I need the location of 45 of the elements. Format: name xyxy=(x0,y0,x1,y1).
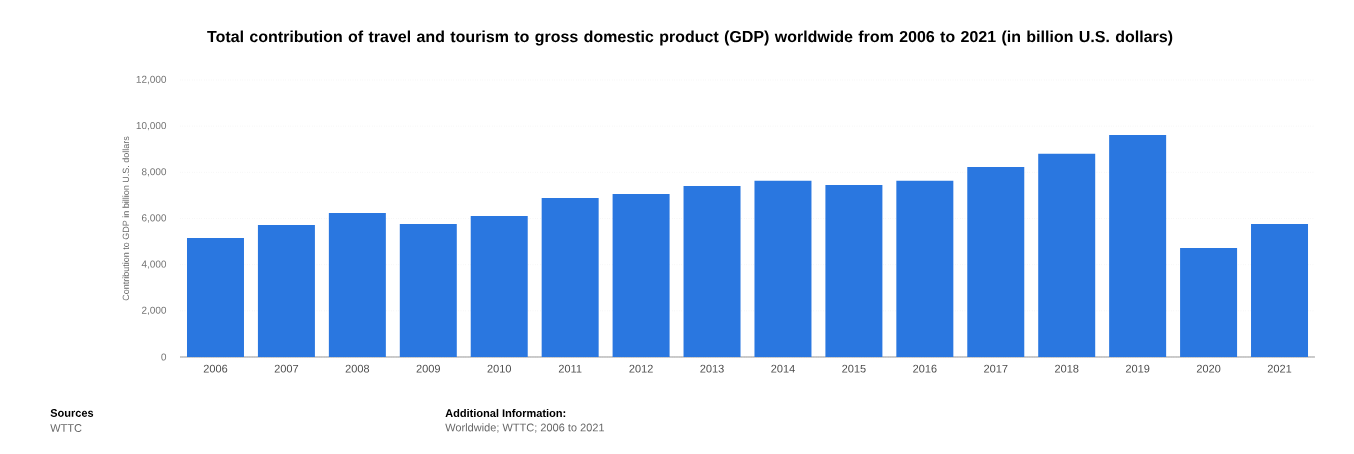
x-tick-label: 2018 xyxy=(1055,364,1079,373)
x-tick-label: 2016 xyxy=(913,364,937,373)
x-tick-label: 2012 xyxy=(629,364,653,373)
x-tick-label: 2019 xyxy=(1125,364,1150,373)
y-axis-title: Contribution to GDP in billion U.S. dollars xyxy=(122,136,130,301)
y-tick-label: 0 xyxy=(161,353,167,361)
bar xyxy=(541,197,599,357)
x-tick-label: 2007 xyxy=(274,364,299,373)
bar xyxy=(967,167,1025,357)
bar xyxy=(1109,134,1167,357)
x-tick-label: 2015 xyxy=(842,364,866,373)
bar xyxy=(186,237,244,357)
bar xyxy=(754,180,812,357)
y-tick-label: 8,000 xyxy=(141,168,167,177)
bar xyxy=(1251,224,1309,357)
x-tick-label: 2014 xyxy=(771,364,795,373)
y-tick-label: 12,000 xyxy=(136,75,167,85)
bar xyxy=(825,185,883,357)
x-tick-label: 2009 xyxy=(416,364,440,373)
chart-title: Total contribution of travel and tourism to gross domestic product (GDP) worldwide from 2006 to 2021 (in billion U.S. dollars) xyxy=(207,30,1173,46)
bar xyxy=(1038,153,1096,357)
text: Sources xyxy=(50,409,94,417)
y-tick-label: 6,000 xyxy=(141,214,167,223)
x-tick-label: 2017 xyxy=(984,364,1008,373)
bar xyxy=(896,180,954,357)
y-tick-label: 4,000 xyxy=(141,260,167,269)
x-tick-label: 2013 xyxy=(700,364,724,373)
x-tick-label: 2020 xyxy=(1196,364,1221,373)
x-tick-label: 2011 xyxy=(558,364,582,373)
text: WTTC xyxy=(50,424,82,432)
x-tick-label: 2006 xyxy=(203,364,228,373)
text: Worldwide; WTTC; 2006 to 2021 xyxy=(445,423,605,433)
bar xyxy=(257,224,315,357)
x-tick-label: 2021 xyxy=(1267,364,1292,373)
x-tick-label: 2008 xyxy=(345,364,370,373)
bar xyxy=(399,224,457,357)
text: Additional Information: xyxy=(445,408,566,418)
bar xyxy=(328,212,386,357)
bar xyxy=(612,194,670,357)
bar xyxy=(1180,248,1238,357)
bar xyxy=(683,185,741,357)
y-tick-label: 10,000 xyxy=(136,122,167,131)
y-tick-label: 2,000 xyxy=(141,306,167,315)
bar xyxy=(470,215,528,357)
x-tick-label: 2010 xyxy=(487,364,512,373)
